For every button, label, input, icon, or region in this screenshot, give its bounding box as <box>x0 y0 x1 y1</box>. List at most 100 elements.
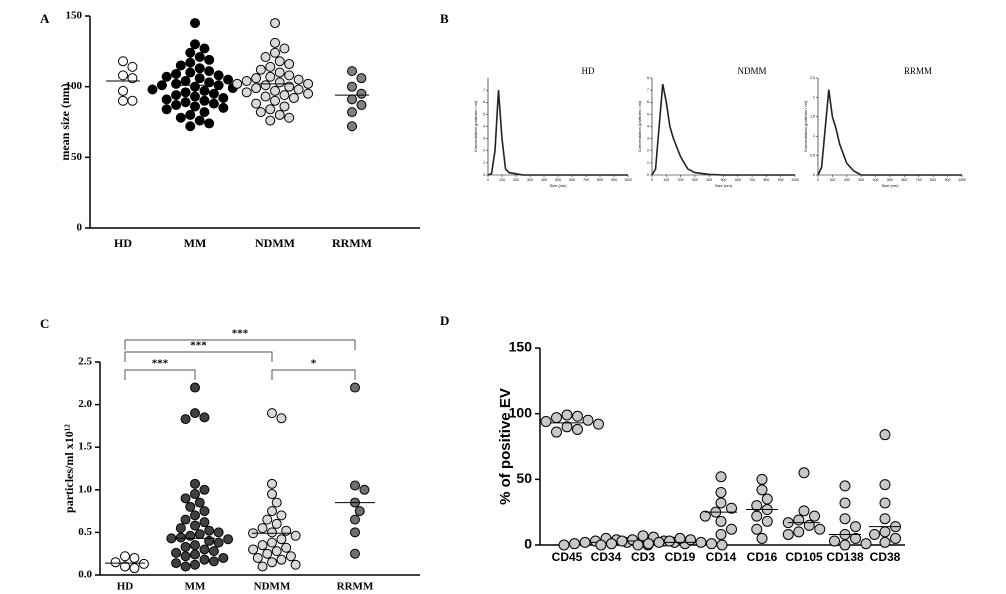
data-point <box>262 548 273 559</box>
data-point <box>185 109 196 120</box>
data-point <box>171 100 182 111</box>
data-point <box>809 510 820 522</box>
data-point <box>653 536 665 548</box>
data-point <box>715 497 727 509</box>
data-point <box>190 510 200 521</box>
x-tick-label: CD3 <box>631 550 655 564</box>
data-point <box>860 538 872 550</box>
x-tick-label: CD105 <box>785 550 823 564</box>
data-point <box>270 85 280 96</box>
significance-bracket <box>124 351 273 362</box>
data-point <box>194 115 205 126</box>
y-tick-label: 5 <box>483 112 485 116</box>
data-point <box>118 85 128 96</box>
data-point <box>260 51 271 62</box>
data-point <box>761 515 773 527</box>
data-point <box>281 542 292 553</box>
data-point <box>290 559 301 570</box>
data-point <box>267 537 277 548</box>
data-point <box>715 528 727 540</box>
data-point <box>561 409 573 421</box>
data-point <box>208 556 219 567</box>
y-tick-label: 2 <box>813 95 815 99</box>
data-point <box>260 80 271 91</box>
x-tick-label: 800 <box>930 178 936 182</box>
data-point <box>274 109 285 120</box>
significance-label: *** <box>152 358 169 370</box>
data-point <box>803 519 815 531</box>
data-point <box>190 559 200 570</box>
data-point <box>270 47 280 58</box>
data-point <box>208 546 219 557</box>
data-point <box>185 501 196 512</box>
y-tick-label: 7 <box>647 88 649 92</box>
data-point <box>558 539 570 551</box>
x-tick-label: 800 <box>763 178 769 182</box>
data-point <box>199 544 210 555</box>
y-tick-label: 0.0 <box>78 569 92 581</box>
data-point <box>285 551 296 562</box>
data-point <box>270 37 280 48</box>
y-tick-label: 1.5 <box>810 115 815 119</box>
data-point <box>271 546 282 557</box>
x-tick-label: 700 <box>916 178 922 182</box>
data-point <box>204 535 215 546</box>
data-point <box>879 536 891 548</box>
data-point <box>204 66 215 77</box>
y-axis-label: % of positive EV <box>497 388 514 505</box>
data-point <box>616 535 628 547</box>
x-tick-label: 200 <box>678 178 684 182</box>
data-point <box>213 527 224 538</box>
data-point <box>166 533 177 544</box>
data-point <box>175 112 186 123</box>
data-point <box>850 521 861 533</box>
x-tick-label: 400 <box>541 178 547 182</box>
x-tick-label: 400 <box>873 178 879 182</box>
data-point <box>252 552 263 563</box>
significance-bracket <box>271 369 356 380</box>
data-point <box>347 107 357 118</box>
y-tick-label: 0.5 <box>810 154 815 158</box>
x-tick-label: 200 <box>844 178 850 182</box>
y-tick-label: 2.5 <box>810 76 815 80</box>
data-point <box>241 76 252 87</box>
x-tick-label: 600 <box>901 178 907 182</box>
y-tick-label: 0 <box>77 222 83 234</box>
x-tick-label: 200 <box>513 178 519 182</box>
data-point <box>265 71 276 82</box>
x-tick-label: 0 <box>817 178 819 182</box>
data-point <box>582 414 594 426</box>
data-point <box>756 484 768 496</box>
y-tick-label: 2.5 <box>78 356 92 368</box>
data-point <box>199 554 210 565</box>
data-point <box>180 514 191 525</box>
significance-bracket <box>124 369 196 380</box>
data-point <box>156 80 167 91</box>
data-point <box>213 80 224 91</box>
x-tick-label: 800 <box>597 178 603 182</box>
panel-label: A <box>40 11 50 26</box>
data-point <box>572 423 583 435</box>
x-tick-label: 600 <box>569 178 575 182</box>
data-point <box>850 532 861 544</box>
data-point <box>350 480 360 491</box>
x-tick-label: 600 <box>735 178 741 182</box>
data-point <box>643 538 654 550</box>
x-tick-label: CD45 <box>552 550 583 564</box>
x-tick-label: MM <box>184 236 207 250</box>
data-point <box>303 88 314 99</box>
data-point <box>267 506 277 517</box>
data-point <box>110 557 121 568</box>
data-point <box>251 83 262 94</box>
data-point <box>699 510 711 522</box>
data-point <box>265 115 276 126</box>
y-tick-label: 5 <box>647 112 649 116</box>
y-tick-label: 0 <box>813 173 815 177</box>
data-point <box>751 500 763 512</box>
data-point <box>288 92 299 103</box>
data-point <box>715 486 727 498</box>
data-point <box>171 547 182 558</box>
x-tick-label: 300 <box>858 178 864 182</box>
data-point <box>241 87 252 98</box>
data-point <box>194 51 205 62</box>
